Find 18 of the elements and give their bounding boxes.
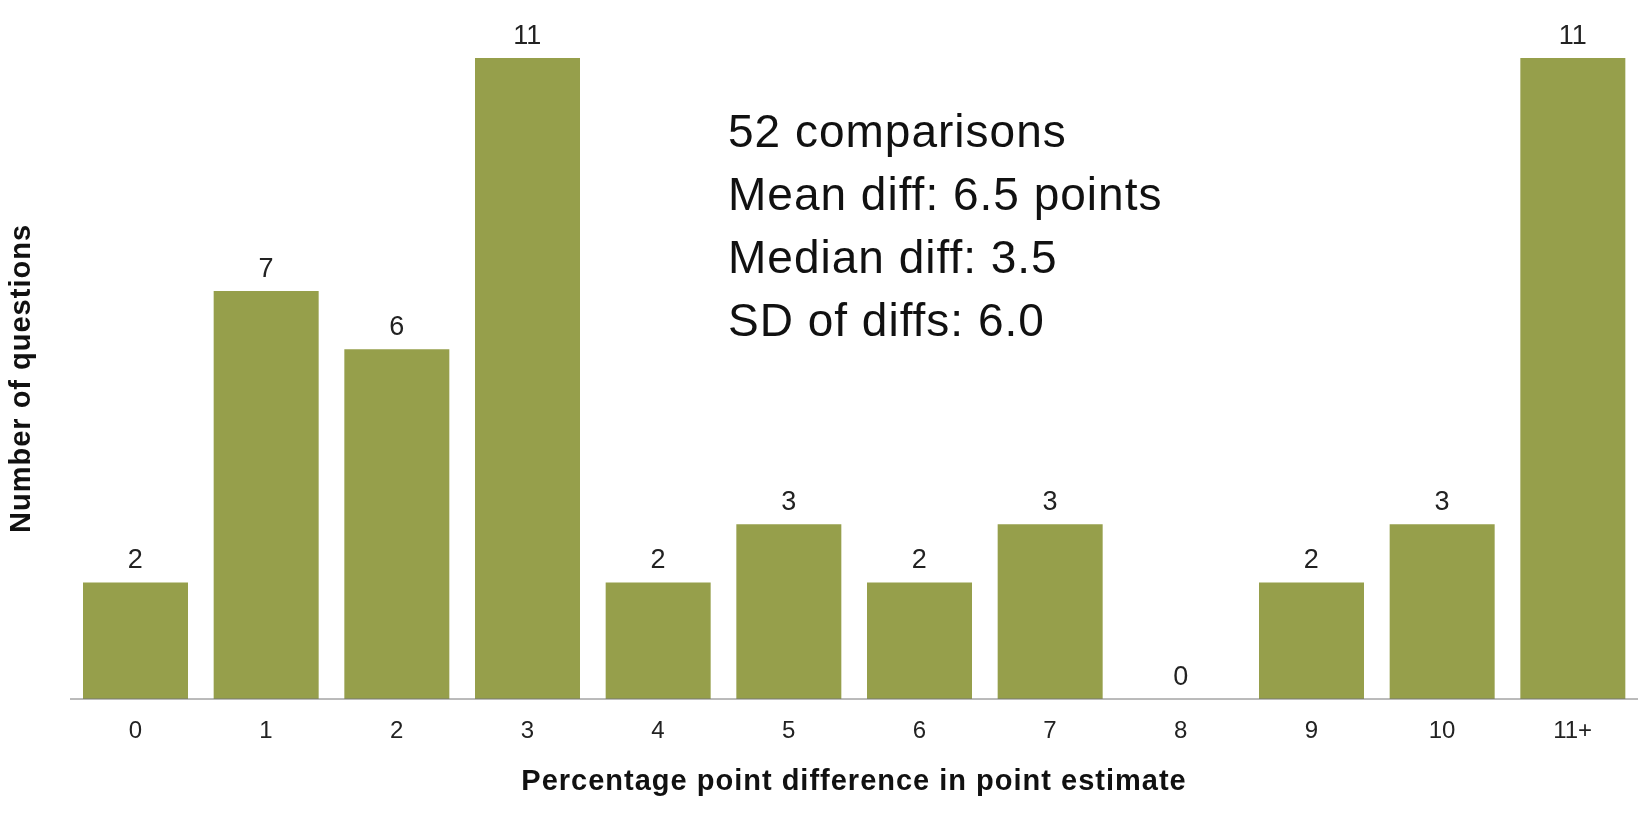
x-tick-label: 3 [520, 716, 535, 744]
x-axis-title: Percentage point difference in point estimate [521, 764, 1187, 796]
y-axis-title: Number of questions [4, 223, 37, 534]
annotation: 52 comparisons [728, 104, 1068, 159]
x-tick-label: 11+ [1553, 716, 1593, 744]
x-tick-label: 4 [651, 716, 665, 744]
x-tick-label: 8 [1173, 716, 1188, 744]
x-tick-label: 10 [1428, 716, 1456, 744]
x-tick-label: 0 [128, 716, 143, 744]
x-tick-label: 9 [1304, 716, 1319, 744]
x-tick-label: 2 [389, 716, 404, 744]
x-tick-label: 7 [1043, 716, 1057, 744]
annotation: SD of diffs: 6.0 [728, 293, 1046, 348]
x-tick-label: 5 [781, 716, 796, 744]
annotation: Mean diff: 6.5 points [728, 167, 1163, 222]
x-tick-label: 6 [912, 716, 927, 744]
annotation: Median diff: 3.5 [728, 230, 1059, 285]
x-tick-label: 1 [259, 716, 273, 744]
